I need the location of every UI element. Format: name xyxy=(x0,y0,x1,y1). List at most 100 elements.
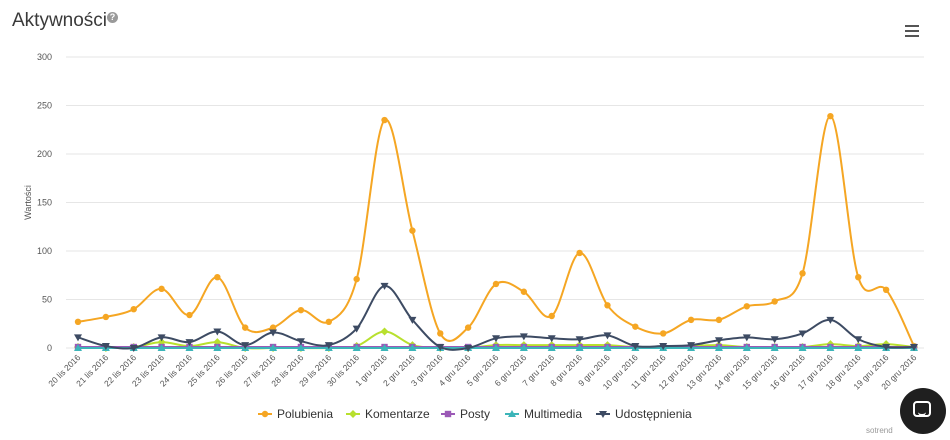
data-point[interactable] xyxy=(464,345,473,352)
legend-item-multimedia[interactable]: Multimedia xyxy=(505,407,582,421)
data-point[interactable] xyxy=(715,316,723,324)
data-point[interactable] xyxy=(826,316,835,324)
data-point[interactable] xyxy=(102,313,110,321)
data-point[interactable] xyxy=(520,288,528,295)
y-tick-label: 150 xyxy=(37,198,52,208)
legend-item-komentarze[interactable]: Komentarze xyxy=(346,407,430,421)
y-tick-label: 0 xyxy=(47,343,52,353)
data-point[interactable] xyxy=(854,336,863,344)
data-point[interactable] xyxy=(632,323,639,330)
data-point[interactable] xyxy=(771,298,778,305)
data-point[interactable] xyxy=(547,335,556,343)
data-point[interactable] xyxy=(213,328,222,336)
legend-marker xyxy=(508,410,516,417)
data-point[interactable] xyxy=(659,343,668,351)
data-point[interactable] xyxy=(380,282,389,290)
data-point[interactable] xyxy=(185,344,194,351)
data-point[interactable] xyxy=(770,336,779,344)
data-point[interactable] xyxy=(352,344,361,351)
data-point[interactable] xyxy=(74,334,82,342)
data-point[interactable] xyxy=(743,303,750,310)
data-point[interactable] xyxy=(742,334,751,342)
data-point[interactable] xyxy=(74,344,82,351)
data-point[interactable] xyxy=(437,330,444,337)
help-icon[interactable]: ? xyxy=(107,12,118,23)
data-point[interactable] xyxy=(101,343,110,351)
data-point[interactable] xyxy=(464,324,472,331)
data-point[interactable] xyxy=(185,339,194,347)
data-point[interactable] xyxy=(855,273,862,281)
data-point[interactable] xyxy=(548,312,555,320)
data-point[interactable] xyxy=(129,345,138,352)
data-point[interactable] xyxy=(770,344,779,351)
data-point[interactable] xyxy=(519,344,528,351)
data-point[interactable] xyxy=(687,342,696,350)
chat-widget-button[interactable] xyxy=(900,388,946,434)
data-point[interactable] xyxy=(213,344,222,351)
data-point[interactable] xyxy=(604,302,611,309)
data-point[interactable] xyxy=(296,344,305,351)
data-point[interactable] xyxy=(157,344,166,351)
data-point[interactable] xyxy=(910,344,918,352)
legend: Polubienia Komentarze Posty Multimedia Udost… xyxy=(258,407,692,421)
data-point[interactable] xyxy=(242,324,249,331)
data-point[interactable] xyxy=(547,344,556,351)
legend-label: Komentarze xyxy=(365,407,430,421)
data-point[interactable] xyxy=(296,338,305,346)
data-point[interactable] xyxy=(269,344,278,351)
data-point[interactable] xyxy=(798,344,807,351)
data-point[interactable] xyxy=(714,344,723,351)
data-point[interactable] xyxy=(297,306,305,314)
data-point[interactable] xyxy=(826,344,835,351)
data-point[interactable] xyxy=(380,344,389,351)
data-point[interactable] xyxy=(492,280,500,288)
data-point[interactable] xyxy=(519,333,528,341)
data-point[interactable] xyxy=(742,344,751,351)
data-point[interactable] xyxy=(575,336,584,344)
data-point[interactable] xyxy=(380,327,389,336)
legend-item-posty[interactable]: Posty xyxy=(441,407,490,421)
data-point[interactable] xyxy=(714,337,723,345)
legend-item-udostępnienia[interactable]: Udostępnienia xyxy=(596,407,692,421)
data-point[interactable] xyxy=(214,273,221,281)
data-point[interactable] xyxy=(854,344,863,351)
data-point[interactable] xyxy=(269,324,277,331)
data-point[interactable] xyxy=(799,270,806,277)
legend-item-polubienia[interactable]: Polubienia xyxy=(258,407,333,421)
data-point[interactable] xyxy=(381,116,388,124)
data-point[interactable] xyxy=(324,342,333,350)
data-point[interactable] xyxy=(408,344,417,351)
data-point[interactable] xyxy=(603,344,612,351)
data-point[interactable] xyxy=(186,311,193,319)
data-point[interactable] xyxy=(798,330,807,338)
data-point[interactable] xyxy=(492,344,500,351)
data-point[interactable] xyxy=(409,227,416,234)
y-tick-label: 50 xyxy=(42,295,52,305)
data-point[interactable] xyxy=(576,249,583,257)
data-point[interactable] xyxy=(827,112,834,120)
data-point[interactable] xyxy=(158,285,165,293)
data-point[interactable] xyxy=(436,344,445,352)
data-point[interactable] xyxy=(130,306,137,313)
y-tick-label: 200 xyxy=(37,149,52,159)
data-point[interactable] xyxy=(631,343,640,351)
data-point[interactable] xyxy=(353,275,360,283)
data-point[interactable] xyxy=(408,316,417,324)
data-point[interactable] xyxy=(241,342,250,350)
data-point[interactable] xyxy=(74,318,82,326)
data-point[interactable] xyxy=(882,286,890,293)
data-point[interactable] xyxy=(660,330,667,337)
data-point[interactable] xyxy=(882,344,891,352)
data-point[interactable] xyxy=(325,318,332,326)
series-polubienia xyxy=(74,112,918,350)
legend-label: Multimedia xyxy=(524,407,582,421)
data-point[interactable] xyxy=(687,316,695,324)
data-point[interactable] xyxy=(352,325,361,333)
data-point[interactable] xyxy=(157,334,166,342)
data-point[interactable] xyxy=(575,344,584,351)
data-point[interactable] xyxy=(269,329,278,337)
data-point[interactable] xyxy=(603,332,612,340)
grid xyxy=(66,56,924,349)
data-point[interactable] xyxy=(492,335,500,343)
hamburger-menu-icon[interactable] xyxy=(905,25,919,37)
